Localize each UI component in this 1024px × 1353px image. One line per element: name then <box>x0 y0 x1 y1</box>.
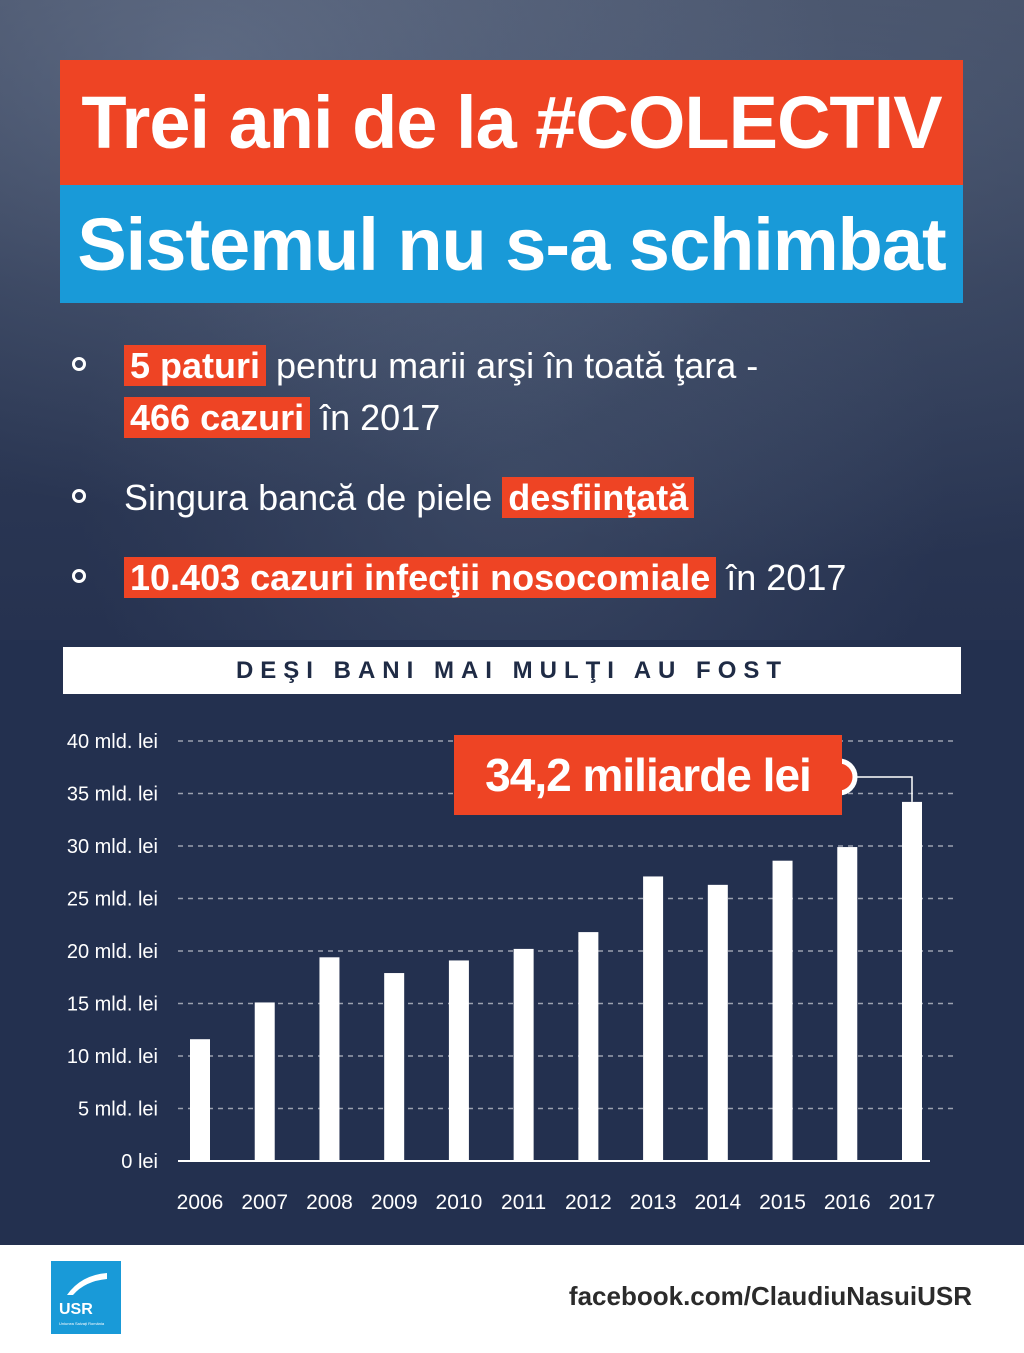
bullet-text: în 2017 <box>716 557 847 598</box>
y-tick-label: 35 mld. lei <box>67 784 158 806</box>
bullet-circle-icon <box>72 569 86 583</box>
bar-2014 <box>707 884 728 1161</box>
y-tick-label: 30 mld. lei <box>67 836 158 858</box>
footer: USR Uniunea Salvaţi România facebook.com… <box>0 1245 1024 1353</box>
x-tick-label: 2007 <box>241 1191 288 1214</box>
y-tick-label: 25 mld. lei <box>67 889 158 911</box>
facebook-link[interactable]: facebook.com/ClaudiuNasuiUSR <box>568 1281 972 1311</box>
bar-2008 <box>319 957 340 1161</box>
annotation-callout: 34,2 miliarde lei <box>454 735 842 815</box>
x-tick-label: 2011 <box>501 1191 546 1214</box>
x-tick-label: 2013 <box>630 1191 677 1214</box>
y-tick-label: 5 mld. lei <box>78 1099 158 1121</box>
bullet-text: în 2017 <box>310 397 441 438</box>
bullet-text: Singura bancă de piele <box>124 477 503 518</box>
chart-subheading: DEŞI BANI MAI MULŢI AU FOST <box>63 647 961 694</box>
highlight-text: 10.403 cazuri infecţii nosocomiale <box>124 557 717 598</box>
x-tick-label: 2006 <box>177 1191 224 1214</box>
y-tick-label: 20 mld. lei <box>67 941 158 963</box>
bullet-circle-icon <box>72 357 86 371</box>
x-tick-label: 2016 <box>824 1191 871 1214</box>
y-tick-label: 40 mld. lei <box>67 731 158 753</box>
bar-2006 <box>190 1039 210 1161</box>
logo-mark-icon <box>67 1273 107 1295</box>
usr-logo: USR Uniunea Salvaţi România <box>51 1261 121 1334</box>
y-tick-label: 0 lei <box>121 1151 158 1173</box>
highlight-text: 5 paturi <box>124 345 267 386</box>
bar-2009 <box>384 973 405 1161</box>
bar-2011 <box>513 948 534 1161</box>
x-tick-label: 2017 <box>889 1191 936 1214</box>
x-tick-label: 2010 <box>436 1191 483 1214</box>
bar-2010 <box>448 960 469 1161</box>
annotation-leader-line <box>853 776 913 802</box>
y-tick-label: 15 mld. lei <box>67 994 158 1016</box>
bullet-item: Singura bancă de piele desfiinţată <box>70 472 970 524</box>
bullet-circle-icon <box>72 489 86 503</box>
x-tick-label: 2014 <box>694 1191 741 1214</box>
bar-2013 <box>643 876 664 1161</box>
logo-text: USR <box>59 1301 93 1318</box>
bar-2016 <box>837 847 858 1161</box>
bullet-item: 10.403 cazuri infecţii nosocomiale în 20… <box>70 552 970 604</box>
highlight-text: 466 cazuri <box>124 397 311 438</box>
x-tick-label: 2012 <box>565 1191 612 1214</box>
x-tick-label: 2008 <box>306 1191 353 1214</box>
x-tick-label: 2015 <box>759 1191 806 1214</box>
bullet-item: 5 paturi pentru marii arşi în toată ţara… <box>70 340 970 444</box>
logo-subtext: Uniunea Salvaţi România <box>59 1321 105 1326</box>
bullet-list: 5 paturi pentru marii arşi în toată ţara… <box>70 340 970 604</box>
bar-2007 <box>254 1002 275 1161</box>
bar-2015 <box>772 860 793 1161</box>
bar-2012 <box>578 932 599 1161</box>
highlight-text: desfiinţată <box>502 477 695 518</box>
x-tick-label: 2009 <box>371 1191 418 1214</box>
title-line-2: Sistemul nu s-a schimbat <box>60 185 963 303</box>
bullet-text: pentru marii arşi în toată ţara - <box>266 345 759 386</box>
y-tick-label: 10 mld. lei <box>67 1046 158 1068</box>
title-line-1: Trei ani de la #COLECTIV <box>60 60 963 185</box>
bar-2017 <box>902 801 922 1161</box>
